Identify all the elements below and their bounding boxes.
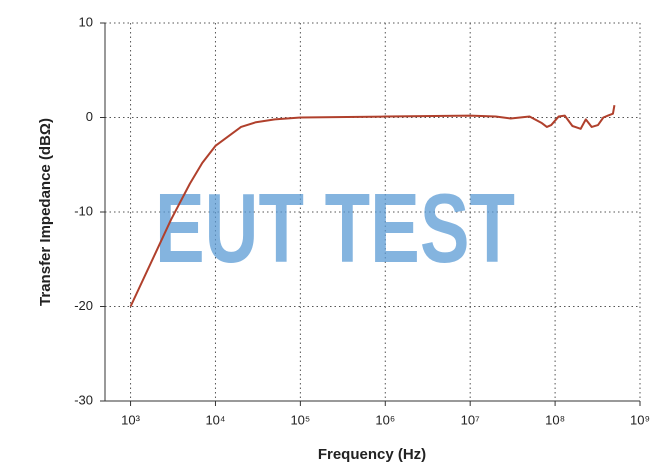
y-tick-label: -20 [74, 298, 93, 313]
watermark: EUT TEST [155, 173, 515, 283]
data-line [129, 105, 616, 307]
x-tick-label: 10⁴ [205, 412, 225, 427]
x-tick-label: 10⁹ [630, 412, 650, 427]
y-tick-label: 0 [86, 109, 93, 124]
x-tick-label: 10⁵ [290, 412, 310, 427]
y-tick-label: 10 [79, 14, 93, 29]
x-tick-label: 10⁶ [375, 412, 395, 427]
x-tick-label: 10⁷ [461, 412, 480, 427]
x-axis-title: Frequency (Hz) [318, 446, 426, 463]
x-tick-label: 10⁸ [545, 412, 565, 427]
y-tick-label: -10 [74, 203, 93, 218]
y-tick-label: -30 [74, 392, 93, 407]
y-axis-title: Transfer Impedance (dBΩ) [37, 118, 54, 306]
x-tick-label: 10³ [121, 412, 140, 427]
